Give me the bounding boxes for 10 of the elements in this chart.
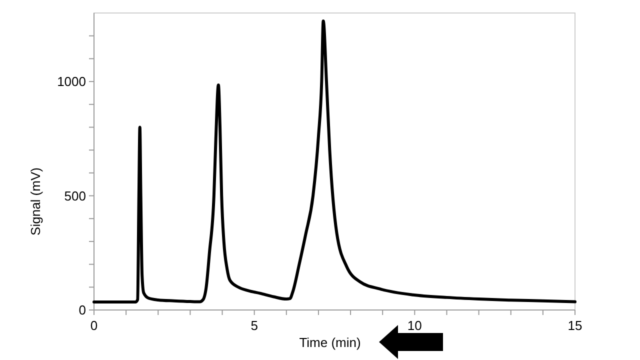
line-series [92, 19, 576, 304]
x-axis-title: Time (min) [299, 335, 361, 350]
x-tick-label: 15 [568, 318, 582, 333]
y-tick-label: 0 [78, 302, 86, 318]
y-tick-label: 1000 [57, 74, 86, 90]
x-tick-label: 10 [407, 318, 422, 333]
x-tick-label: 0 [90, 318, 98, 333]
x-tick-label: 5 [250, 318, 258, 333]
y-tick-label: 500 [64, 188, 86, 204]
y-axis-title: Signal (mV) [28, 168, 43, 236]
